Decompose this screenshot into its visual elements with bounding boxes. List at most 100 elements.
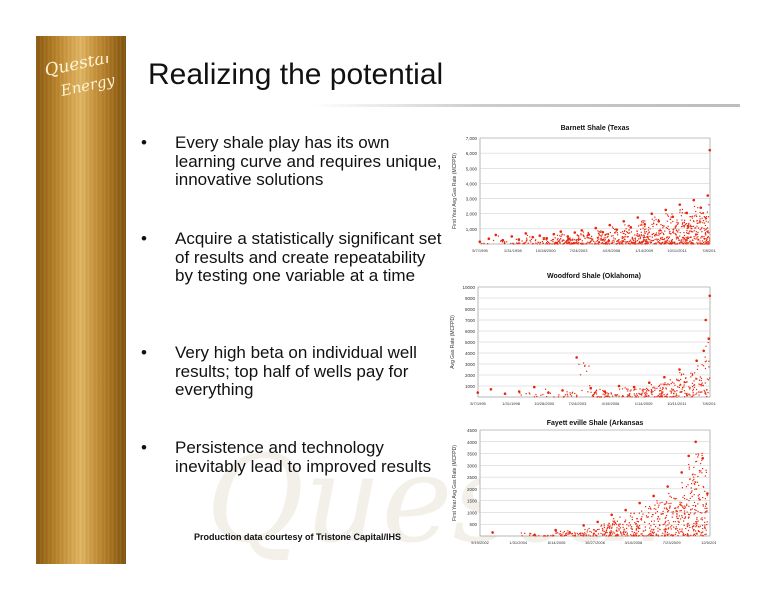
x-tick-label: 7/23/2009 xyxy=(663,540,682,545)
x-tick-label: 3/10/2008 xyxy=(624,540,643,545)
data-point xyxy=(678,368,681,371)
fayetteville-point-cloud xyxy=(520,452,708,537)
x-tick-label: 7/8/2014 xyxy=(702,248,716,253)
bullet-icon: • xyxy=(141,229,147,248)
woodford-chart-title: Woodford Shale (Oklahoma) xyxy=(547,273,641,280)
data-point xyxy=(573,231,577,234)
data-point xyxy=(517,238,521,241)
data-point xyxy=(608,223,612,227)
bullet-text: Persistence and technology inevitably le… xyxy=(175,438,432,476)
data-point xyxy=(638,501,641,505)
data-point xyxy=(487,237,491,240)
x-tick-label: 4/19/2006 xyxy=(602,401,621,406)
bullet-text: Very high beta on individual well result… xyxy=(175,343,417,399)
y-tick-label: 9000 xyxy=(465,296,476,301)
y-tick-label: 7,000 xyxy=(466,136,478,141)
barnett-chart-svg: Barnett Shale (Texas 1,000 2,000 3,000 4,000… xyxy=(452,125,716,253)
x-tick-label: 7/8/2014 xyxy=(702,401,716,406)
data-point xyxy=(708,148,712,152)
data-point xyxy=(632,385,636,389)
data-point xyxy=(494,233,498,237)
slide: Questar Energy Questar Realizing the pot… xyxy=(36,36,740,564)
x-tick-label: 10/11/2011 xyxy=(667,401,687,406)
x-tick-label: 9/19/2002 xyxy=(471,540,490,545)
data-point xyxy=(624,508,627,512)
x-tick-label: 1/31/1998 xyxy=(504,248,523,253)
fayetteville-chart: Fayett eville Shale (Arkansas 500 1000 1500… xyxy=(440,416,716,550)
data-point xyxy=(478,240,482,244)
bullet-icon: • xyxy=(141,438,147,457)
data-point xyxy=(615,228,619,231)
data-point xyxy=(476,391,480,394)
data-point xyxy=(575,356,578,359)
data-point xyxy=(652,494,655,498)
data-point xyxy=(650,212,654,216)
fayetteville-y-axis-label: First Year Avg Gas Rate (MCFPD) xyxy=(452,445,458,521)
data-point xyxy=(489,388,493,391)
data-point xyxy=(663,375,666,379)
y-tick-label: 4,000 xyxy=(466,181,478,186)
data-point xyxy=(704,318,708,322)
data-point xyxy=(601,230,605,234)
data-point xyxy=(566,235,570,238)
data-point xyxy=(706,492,709,495)
data-point xyxy=(538,234,542,237)
data-point xyxy=(707,337,711,340)
bullet-text: Acquire a statistically significant set … xyxy=(175,229,442,285)
bullet-text: Every shale play has its own learning cu… xyxy=(175,133,442,189)
fayetteville-chart-svg: Fayett eville Shale (Arkansas 500 1000 1500… xyxy=(452,420,716,545)
woodford-y-axis-label: Avg Gas Rate (MCFPD) xyxy=(450,315,456,369)
barnett-chart: Barnett Shale (Texas 1,000 2,000 3,000 4,000… xyxy=(440,118,716,258)
x-tick-label: 5/7/1995 xyxy=(472,248,488,253)
data-point xyxy=(580,229,584,232)
woodford-chart-svg: Woodford Shale (Oklahoma) 1000 2000 3000 400… xyxy=(450,273,716,406)
data-point xyxy=(517,390,521,393)
data-point xyxy=(699,206,703,209)
data-point xyxy=(582,524,585,527)
data-point xyxy=(666,485,669,488)
barnett-data-points xyxy=(478,148,712,244)
gold-sidebar: Questar Energy xyxy=(36,36,126,564)
y-tick-label: 4000 xyxy=(465,351,476,356)
data-point xyxy=(701,456,704,460)
y-tick-label: 1000 xyxy=(467,510,478,515)
x-tick-label: 1/31/1998 xyxy=(502,401,521,406)
data-point xyxy=(587,233,591,236)
data-point xyxy=(532,385,536,389)
y-tick-label: 2000 xyxy=(467,487,478,492)
questar-energy-logo: Questar Energy xyxy=(43,56,117,100)
data-point xyxy=(554,528,557,532)
x-tick-label: 12/5/2010 xyxy=(701,540,716,545)
data-point xyxy=(524,232,528,235)
data-point xyxy=(643,223,647,226)
data-point xyxy=(610,513,613,517)
y-tick-label: 6,000 xyxy=(466,151,478,156)
x-tick-label: 1/14/2009 xyxy=(635,248,654,253)
data-point xyxy=(559,230,563,233)
y-tick-label: 500 xyxy=(469,522,477,527)
y-tick-label: 7000 xyxy=(465,318,476,323)
x-tick-label: 10/28/2000 xyxy=(534,401,555,406)
data-point xyxy=(533,533,536,537)
slide-title: Realizing the potential xyxy=(148,58,444,91)
x-tick-label: 4/19/2006 xyxy=(602,248,621,253)
x-tick-label: 10/27/2006 xyxy=(585,540,606,545)
data-point xyxy=(568,531,571,534)
fayetteville-chart-title: Fayett eville Shale (Arkansas xyxy=(547,420,644,427)
data-point xyxy=(501,238,505,242)
data-point xyxy=(491,531,494,534)
x-tick-label: 10/11/2011 xyxy=(667,248,687,253)
y-tick-label: 5000 xyxy=(465,340,476,345)
x-tick-label: 7/24/2003 xyxy=(570,248,589,253)
x-tick-label: 7/24/2003 xyxy=(569,401,588,406)
woodford-point-cloud xyxy=(519,341,711,398)
y-tick-label: 10000 xyxy=(462,285,475,290)
data-point xyxy=(692,198,696,202)
data-point xyxy=(706,194,710,197)
x-tick-label: 5/7/1995 xyxy=(470,401,486,406)
data-point xyxy=(671,215,675,219)
data-point xyxy=(647,381,651,384)
y-tick-label: 6000 xyxy=(465,329,476,334)
data-point xyxy=(561,389,564,392)
y-tick-label: 3,000 xyxy=(466,197,478,202)
